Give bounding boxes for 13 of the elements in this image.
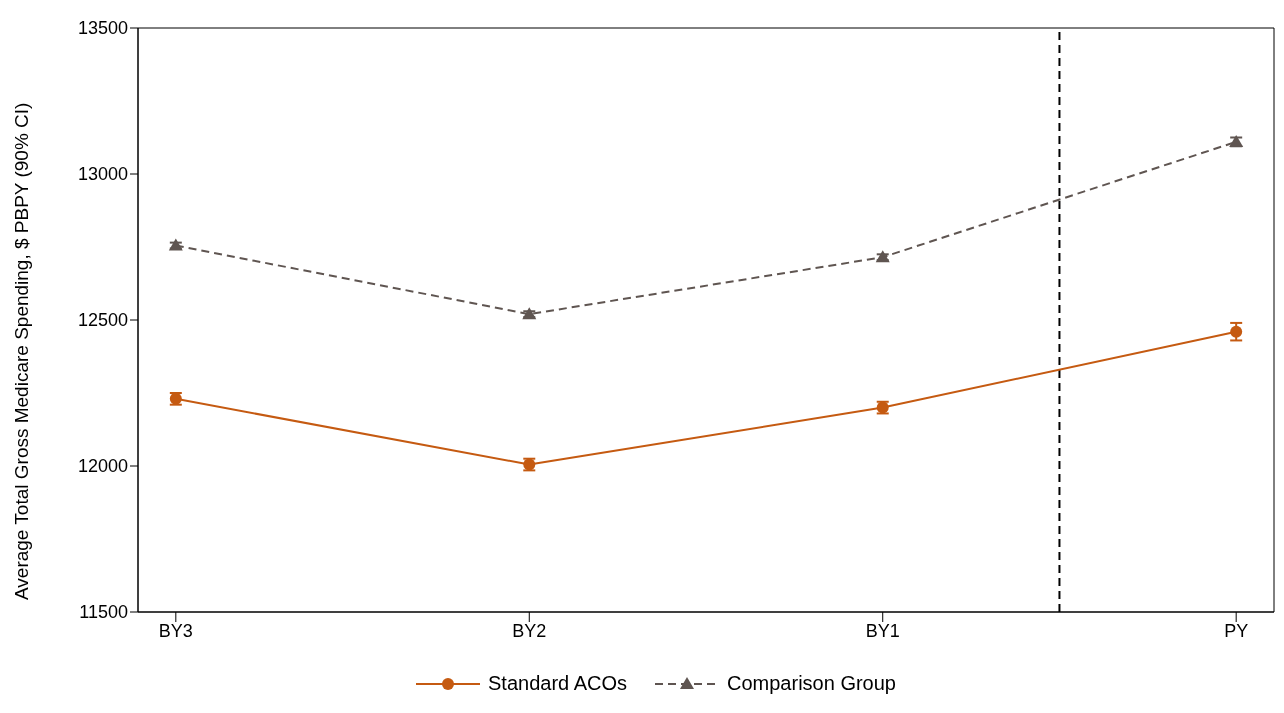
x-tick-label: BY2 bbox=[512, 620, 547, 641]
legend-label: Standard ACOs bbox=[488, 672, 627, 695]
y-axis-title: Average Total Gross Medicare Spending, $ PBPY (90% CI) bbox=[10, 102, 32, 600]
x-tick-label: BY1 bbox=[865, 620, 900, 641]
legend-label: Comparison Group bbox=[727, 672, 896, 695]
point bbox=[1230, 325, 1243, 338]
y-tick-label: 12000 bbox=[77, 456, 128, 477]
x-tick-label: PY bbox=[1224, 620, 1249, 641]
y-tick-label: 12500 bbox=[77, 310, 128, 331]
x-tick-label: BY3 bbox=[158, 620, 193, 641]
y-tick-label: 11500 bbox=[79, 602, 128, 623]
y-tick-label: 13000 bbox=[77, 164, 128, 185]
y-tick-label: 13500 bbox=[77, 18, 128, 39]
